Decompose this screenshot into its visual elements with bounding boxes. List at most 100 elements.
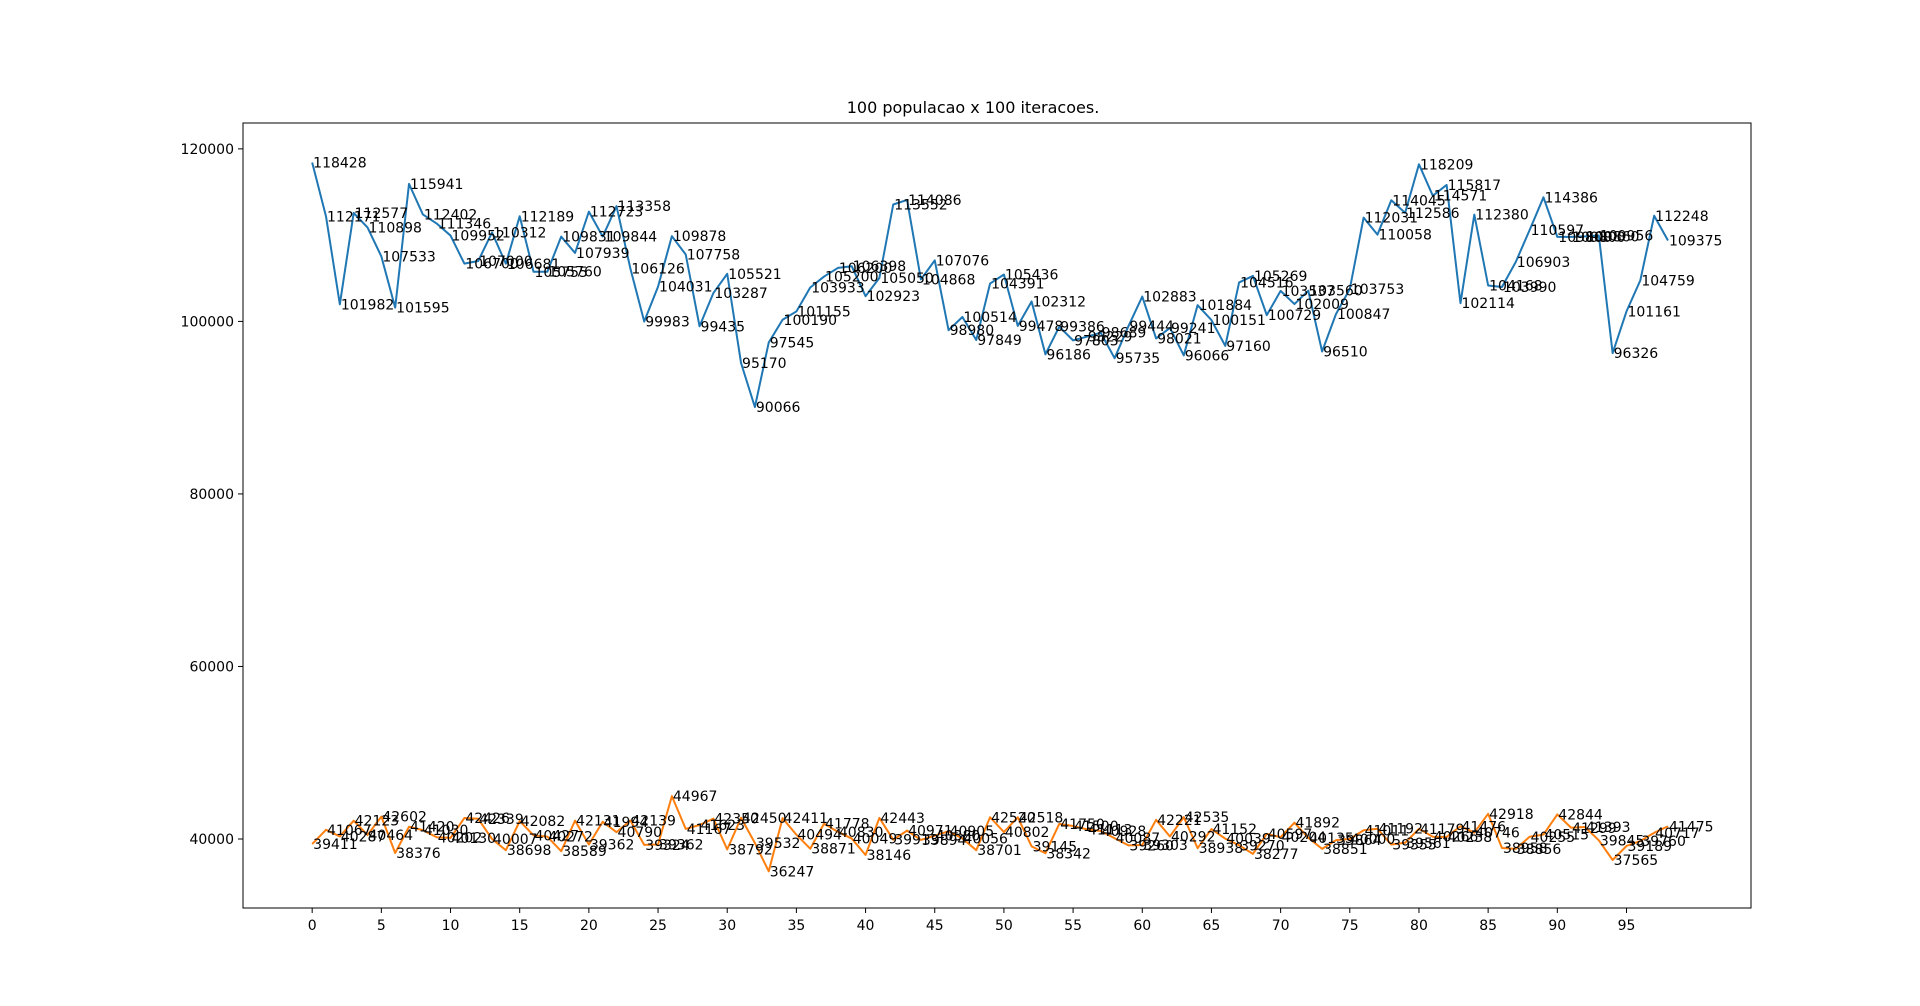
- series-2-data-label: 39760: [1641, 834, 1686, 850]
- series-1-data-label: 104759: [1641, 273, 1694, 289]
- series-1-data-label: 105436: [1005, 268, 1059, 284]
- series-2-data-label: 42131: [576, 814, 621, 830]
- series-2-data-label: 40272: [548, 830, 593, 846]
- series-2-data-label: 40905: [950, 824, 995, 840]
- series-2-data-label: 40202: [438, 830, 483, 846]
- x-axis: 0 5 10 15 20 25 30 35 40 45 50 55 60 65 70 75 80 85 90 95: [308, 908, 1635, 934]
- series-2-data-label: 40049: [853, 832, 898, 848]
- x-tick-label: 85: [1479, 918, 1497, 934]
- series-2-data-label: 42426: [465, 811, 510, 827]
- x-tick-label: 70: [1272, 918, 1290, 934]
- series-2-data-label: 39270: [1240, 838, 1285, 854]
- series-2-data-label: 39532: [756, 836, 801, 852]
- x-tick-label: 65: [1203, 918, 1221, 934]
- x-tick-label: 25: [649, 918, 667, 934]
- series-1-data-label: 115941: [410, 177, 463, 193]
- series-1-data-label: 105760: [548, 265, 601, 281]
- series-2-data-label: 38856: [1517, 842, 1562, 858]
- y-axis: 40000 60000 80000 100000 120000: [181, 142, 243, 848]
- x-tick-label: 50: [995, 918, 1013, 934]
- series-1-data-label: 98689: [1102, 326, 1147, 342]
- series-1-data-label: 99444: [1129, 319, 1174, 335]
- x-tick-label: 40: [857, 918, 875, 934]
- series-1-data-label: 112577: [355, 206, 408, 222]
- series-2-data-label: 40717: [1655, 826, 1700, 842]
- series-1-data-label: 109844: [604, 229, 658, 245]
- series-1-data-label: 97803: [1074, 333, 1119, 349]
- x-tick-label: 45: [926, 918, 944, 934]
- series-2-data-label: 39913: [894, 833, 939, 849]
- y-tick-label: 80000: [189, 487, 234, 503]
- x-tick-label: 15: [511, 918, 529, 934]
- series-2-data-label: 42123: [355, 814, 400, 830]
- series-2-data-label: 41475: [1669, 819, 1714, 835]
- series-1-data-label: 102312: [1033, 294, 1086, 310]
- series-2-data-label: 42450: [742, 811, 787, 827]
- series-2-data-label: 40746: [1475, 826, 1520, 842]
- series-2-data-label: 42520: [991, 810, 1036, 826]
- series-1-data-label: 99478: [1019, 319, 1064, 335]
- series-2-data-label: 41393: [1586, 820, 1631, 836]
- series-1-data-label: 106681: [507, 257, 560, 273]
- series-2-data-label: 38938: [1199, 841, 1244, 857]
- y-tick-label: 100000: [181, 314, 234, 330]
- x-tick-label: 35: [787, 918, 805, 934]
- x-tick-label: 75: [1341, 918, 1359, 934]
- series-2-data-label: 40597: [1268, 827, 1313, 843]
- y-tick-label: 40000: [189, 832, 234, 848]
- series-1-data-label: 114086: [908, 193, 962, 209]
- series-2-data-label: 41994: [604, 815, 649, 831]
- series-2-data-label: 39303: [1143, 838, 1188, 854]
- series-2-data-label: 38376: [396, 846, 441, 862]
- series-2-line: [311, 795, 1669, 873]
- series-2-data-label: 41778: [825, 817, 870, 833]
- series-2-data-label: 41476: [1461, 819, 1506, 835]
- series-1-data-label: 113552: [894, 198, 947, 214]
- series-1-data-label: 105200: [825, 270, 878, 286]
- series-1-data-label: 106398: [853, 259, 906, 275]
- series-1-data-label: 96326: [1614, 346, 1659, 362]
- series-1-data-label: 113358: [618, 199, 671, 215]
- series-1-data-label: 97849: [977, 333, 1022, 349]
- series-2-data-label: 38698: [507, 843, 552, 859]
- series-1-data-label: 96510: [1323, 345, 1368, 361]
- series-1-data-label: 99435: [701, 319, 746, 335]
- series-2-data-label: 41500: [1074, 819, 1119, 835]
- series-2-data-label: 42350: [714, 812, 759, 828]
- series-2-data-label: 42518: [1019, 810, 1064, 826]
- series-2-data-label: 41750: [1060, 817, 1105, 833]
- series-1-data-label: 103560: [1309, 284, 1362, 300]
- series-2-data-label: 40515: [1544, 828, 1589, 844]
- series-1-data-label: 105050: [880, 271, 933, 287]
- series-2-data-label: 41167: [687, 822, 732, 838]
- series-1-data-label: 112031: [1365, 211, 1418, 227]
- series-2-data-label: 42221: [1157, 813, 1202, 829]
- series-2-data-label: 40427: [535, 828, 580, 844]
- series-2-data-label: 42411: [784, 811, 829, 827]
- series-1-data-label: 112171: [327, 209, 380, 225]
- series-1-data-label: 101884: [1199, 298, 1253, 314]
- series-1-data-label: 109860: [1586, 229, 1639, 245]
- series-1-data-label: 100729: [1268, 308, 1321, 324]
- series-1-data-label: 99241: [1171, 321, 1216, 337]
- series-2-data-label: 39411: [313, 837, 358, 853]
- series-1-data-label: 103933: [811, 280, 864, 296]
- series-1-data-label: 105269: [1254, 269, 1307, 285]
- series-2-data-label: 40928: [1102, 824, 1147, 840]
- series-2-data-label: 42443: [880, 811, 925, 827]
- x-tick-label: 0: [308, 918, 317, 934]
- series-2-data-label: 37565: [1614, 853, 1659, 869]
- x-tick-label: 20: [580, 918, 598, 934]
- series-1-data-label: 112380: [1475, 208, 1528, 224]
- series-2-data-label: 40130: [452, 831, 497, 847]
- series-1-data-label: 104168: [1489, 278, 1542, 294]
- series-2-data-label: 39189: [1627, 839, 1672, 855]
- series-2-data-label: 40830: [839, 825, 884, 841]
- series-2-data-label: 38342: [1046, 846, 1091, 862]
- series-1-data-label: 102009: [1295, 297, 1348, 313]
- series-1-data-label: 109800: [1572, 230, 1625, 246]
- series-1-data-label: 96186: [1046, 347, 1091, 363]
- series-2-data-label: 41179: [1420, 822, 1465, 838]
- series-2-data-label: 40971: [908, 824, 953, 840]
